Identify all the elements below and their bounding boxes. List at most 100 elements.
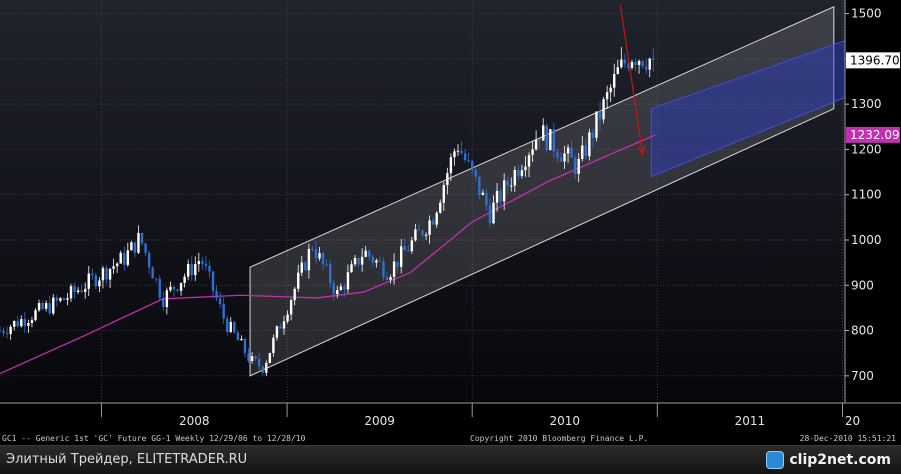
candle-up [272,337,275,354]
candle-down [488,205,492,224]
candle-up [513,169,517,186]
candle-down [133,242,137,253]
candle-up [275,326,279,338]
candle-up [265,362,268,373]
candle-up [186,263,190,277]
candle-up [350,264,353,273]
candle-up [502,180,506,202]
candle-down [623,59,627,64]
candle-up [360,256,364,265]
candle-up [510,185,513,187]
candle-up [346,272,350,290]
candle-down [158,278,161,298]
candle-down [467,159,470,161]
candle-up [449,157,453,174]
candle-up [524,166,527,171]
candle-up [318,253,321,259]
candle-up [30,320,34,323]
candle-down [211,271,215,291]
status-center: Copyright 2010 Bloomberg Finance L.P. [470,434,648,443]
candle-up [44,303,48,309]
candle-up [435,212,438,225]
candle-down [471,160,474,170]
candle-down [545,125,548,151]
candle-up [52,297,55,314]
candle-down [16,320,19,327]
candle-up [520,170,524,176]
candle-down [506,180,509,186]
footer-bar: Элитный Трейдер, ELITETRADER.RU clip2net… [0,445,901,474]
candle-down [343,286,346,290]
candle-up [495,190,499,203]
candle-down [0,330,2,332]
candle-down [385,277,389,280]
candle-up [98,280,101,287]
candle-down [311,248,314,250]
candle-down [208,265,211,272]
y-tick-label: 1000 [851,233,882,247]
candle-down [73,286,76,293]
candle-down [463,153,467,160]
candle-down [368,250,371,257]
candle-down [634,61,637,66]
candle-down [91,273,94,276]
candle-down [559,157,563,162]
candle-down [431,220,435,225]
candle-up [112,266,115,269]
candle-up [37,302,41,311]
candle-up [577,158,580,174]
x-tick-label: 20 [845,414,860,428]
candle-down [378,260,382,262]
arrow-head [637,145,646,156]
candle-up [197,261,201,265]
candle-up [286,314,289,322]
moving-average [0,134,656,375]
candle-up [13,320,16,327]
candle-up [297,272,300,289]
y-tick-label: 1500 [851,7,882,21]
candle-down [218,298,222,304]
candle-down [105,268,108,280]
candle-down [261,366,264,373]
candle-up [293,288,296,301]
clip2net-logo[interactable]: clip2net.com [766,450,891,470]
candle-up [20,319,23,327]
candle-down [485,192,488,206]
candle-down [94,275,98,287]
y-tick-label: 1300 [851,97,882,111]
candle-down [652,58,655,60]
candle-up [115,263,119,267]
candle-up [456,150,460,152]
candle-down [226,318,229,332]
candle-down [247,353,250,361]
candle-up [34,310,37,321]
candle-down [62,298,66,300]
candle-up [424,234,428,236]
candle-down [2,330,5,333]
candle-up [392,261,396,278]
candle-up [595,111,598,138]
y-tick-label: 900 [851,278,874,292]
candle-up [307,248,311,271]
candle-down [403,246,406,251]
candle-up [353,257,357,265]
candle-up [289,300,293,315]
ma-value-label: 1232.09 [850,128,900,142]
y-tick-label: 1200 [851,142,882,156]
candle-up [637,60,641,66]
candle-down [304,262,307,271]
x-tick-label: 2010 [549,414,580,428]
x-tick-label: 2009 [364,414,395,428]
candle-down [570,147,573,158]
status-right: 28-Dec-2010 15:51:21 [800,434,897,443]
candle-down [474,169,477,177]
candle-down [460,150,463,154]
candle-down [55,297,59,301]
candle-up [414,229,417,241]
candle-up [282,321,286,329]
candle-down [147,252,151,268]
moving-average-line [0,134,656,375]
clip2net-text: clip2net.com [789,452,891,468]
candle-down [162,297,165,308]
